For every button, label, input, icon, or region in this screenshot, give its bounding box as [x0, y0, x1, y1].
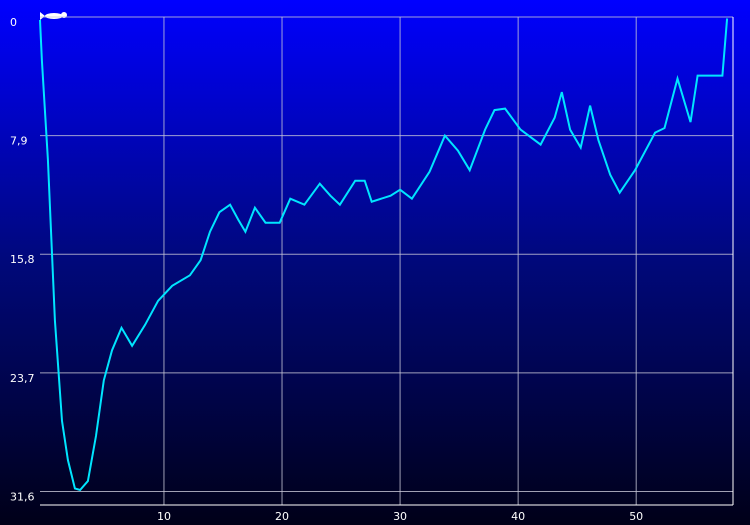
x-tick-label: 10	[157, 510, 171, 523]
y-tick-label: 7,9	[10, 135, 28, 148]
x-tick-label: 20	[275, 510, 289, 523]
x-tick-label: 40	[511, 510, 525, 523]
y-tick-label: 0	[10, 16, 17, 29]
y-tick-label: 31,6	[10, 490, 35, 503]
y-tick-label: 23,7	[10, 372, 35, 385]
y-tick-label: 15,8	[10, 253, 35, 266]
x-tick-label: 30	[393, 510, 407, 523]
depth-line	[39, 18, 729, 492]
x-tick-label: 50	[629, 510, 643, 523]
